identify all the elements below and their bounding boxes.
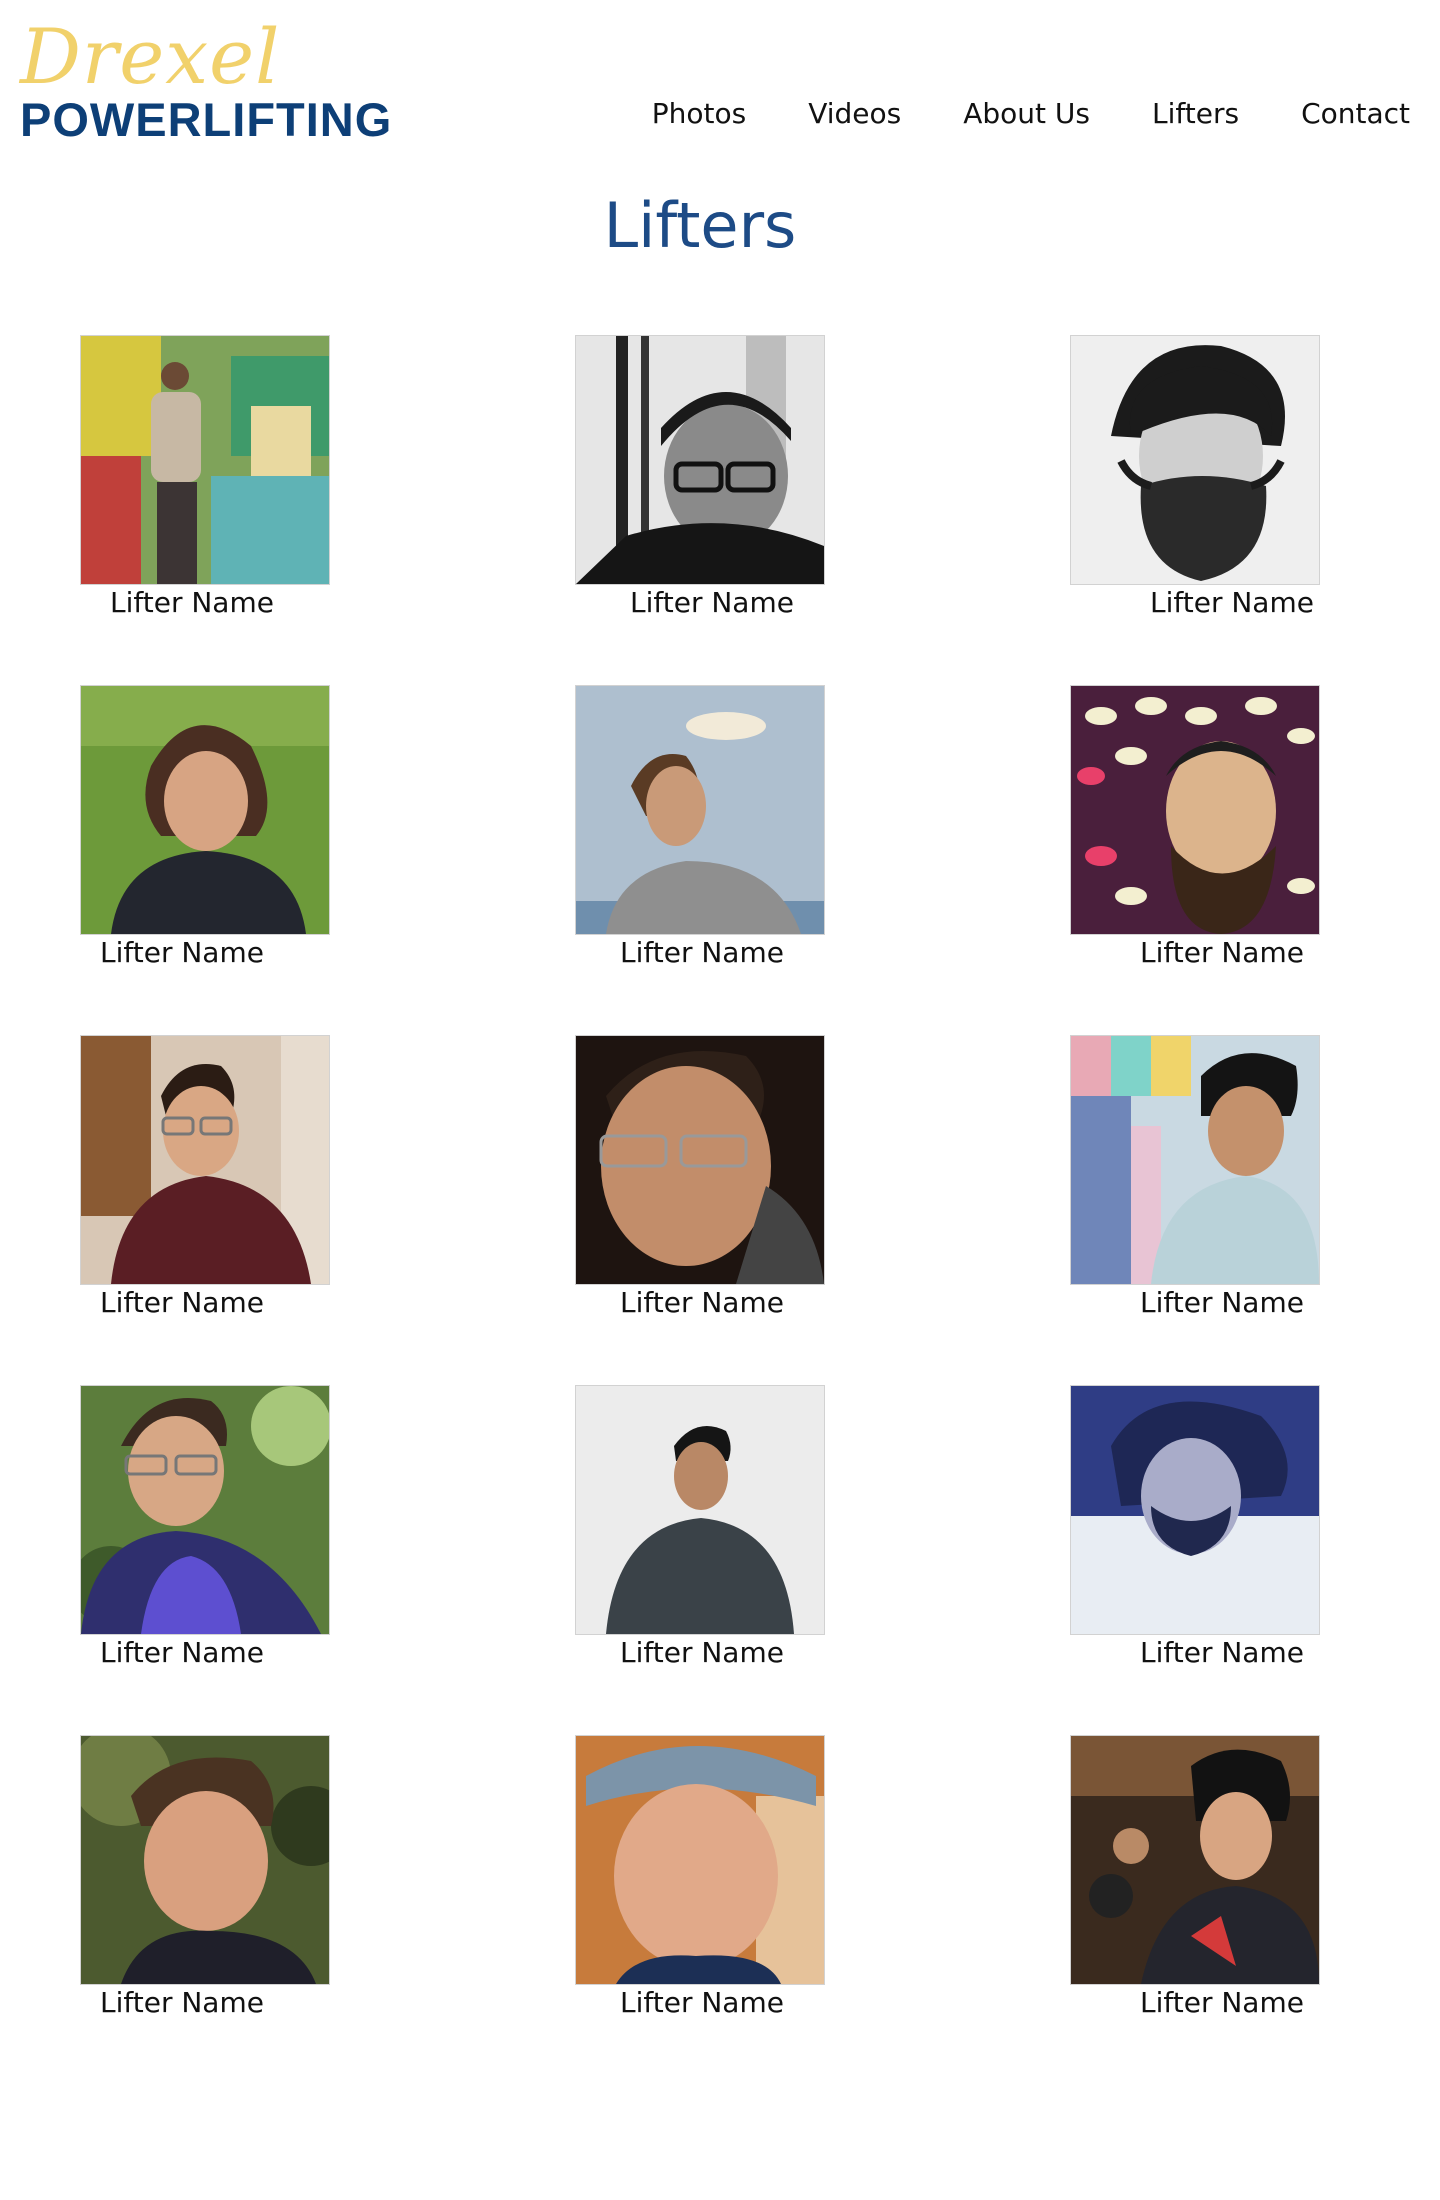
lifter-photo[interactable]: [80, 1735, 330, 1985]
lifter-photo-image: [576, 1386, 824, 1634]
lifter-photo-image: [81, 686, 329, 934]
logo-wordmark: POWERLIFTING: [20, 93, 393, 146]
lifter-card[interactable]: Lifter Name: [80, 1035, 330, 1345]
lifter-photo[interactable]: [575, 1385, 825, 1635]
lifter-card[interactable]: Lifter Name: [80, 1385, 330, 1695]
lifter-name[interactable]: Lifter Name: [620, 936, 784, 969]
lifter-name[interactable]: Lifter Name: [630, 586, 794, 619]
lifter-card[interactable]: Lifter Name: [1070, 1385, 1320, 1695]
lifter-name[interactable]: Lifter Name: [100, 936, 264, 969]
lifter-photo-image: [576, 686, 824, 934]
lifter-card[interactable]: Lifter Name: [575, 1385, 825, 1695]
lifter-photo-image: [81, 1036, 329, 1284]
nav-item-contact[interactable]: Contact: [1301, 97, 1410, 130]
lifter-card[interactable]: Lifter Name: [1070, 1035, 1320, 1345]
lifter-photo-image: [81, 336, 329, 584]
lifter-photo-image: [1071, 686, 1319, 934]
lifter-card[interactable]: Lifter Name: [1070, 685, 1320, 995]
lifter-photo-image: [576, 1736, 824, 1984]
lifter-name[interactable]: Lifter Name: [1150, 586, 1314, 619]
lifter-card[interactable]: Lifter Name: [575, 1735, 825, 2045]
lifter-photo[interactable]: [80, 1385, 330, 1635]
lifter-name[interactable]: Lifter Name: [620, 1986, 784, 2019]
lifter-name[interactable]: Lifter Name: [100, 1286, 264, 1319]
lifter-photo-image: [81, 1386, 329, 1634]
nav-item-about-us[interactable]: About Us: [963, 97, 1090, 130]
nav-item-videos[interactable]: Videos: [808, 97, 902, 130]
logo-script-text: Drexel: [20, 12, 281, 101]
lifter-card[interactable]: Lifter Name: [575, 685, 825, 995]
nav-item-lifters[interactable]: Lifters: [1152, 97, 1240, 130]
lifter-card[interactable]: Lifter Name: [575, 335, 825, 645]
lifter-name[interactable]: Lifter Name: [100, 1636, 264, 1669]
lifter-photo[interactable]: [80, 335, 330, 585]
lifter-photo[interactable]: [1070, 1735, 1320, 1985]
lifter-name[interactable]: Lifter Name: [1140, 1986, 1304, 2019]
lifter-card[interactable]: Lifter Name: [80, 1735, 330, 2045]
lifter-photo-image: [1071, 1036, 1319, 1284]
lifter-photo-image: [1071, 336, 1319, 584]
lifter-photo[interactable]: [80, 1035, 330, 1285]
lifter-photo[interactable]: [1070, 1385, 1320, 1635]
site-header: Drexel POWERLIFTING Photos Videos About …: [0, 0, 1440, 170]
page-title: Lifters: [603, 189, 797, 262]
nav-item-photos[interactable]: Photos: [651, 97, 747, 130]
lifter-photo[interactable]: [1070, 1035, 1320, 1285]
lifter-card[interactable]: Lifter Name: [1070, 1735, 1320, 2045]
lifter-photo[interactable]: [575, 1035, 825, 1285]
lifter-photo[interactable]: [1070, 685, 1320, 935]
lifter-photo-image: [576, 1036, 824, 1284]
main-nav: Photos Videos About Us Lifters Contact: [652, 96, 1410, 132]
lifter-name[interactable]: Lifter Name: [1140, 936, 1304, 969]
lifter-name[interactable]: Lifter Name: [620, 1636, 784, 1669]
lifter-photo[interactable]: [575, 685, 825, 935]
site-logo[interactable]: Drexel POWERLIFTING: [20, 12, 420, 147]
lifter-card[interactable]: Lifter Name: [80, 335, 330, 645]
lifter-name[interactable]: Lifter Name: [620, 1286, 784, 1319]
lifter-photo-image: [576, 336, 824, 584]
lifter-photo-image: [1071, 1736, 1319, 1984]
lifter-name[interactable]: Lifter Name: [100, 1986, 264, 2019]
lifter-photo-image: [81, 1736, 329, 1984]
lifter-photo[interactable]: [575, 1735, 825, 1985]
lifter-photo[interactable]: [1070, 335, 1320, 585]
lifter-card[interactable]: Lifter Name: [575, 1035, 825, 1345]
lifter-name[interactable]: Lifter Name: [1140, 1286, 1304, 1319]
lifter-name[interactable]: Lifter Name: [110, 586, 274, 619]
lifter-photo[interactable]: [80, 685, 330, 935]
lifter-photo-image: [1071, 1386, 1319, 1634]
lifter-name[interactable]: Lifter Name: [1140, 1636, 1304, 1669]
lifter-photo[interactable]: [575, 335, 825, 585]
lifter-card[interactable]: Lifter Name: [80, 685, 330, 995]
lifter-card[interactable]: Lifter Name: [1070, 335, 1320, 645]
